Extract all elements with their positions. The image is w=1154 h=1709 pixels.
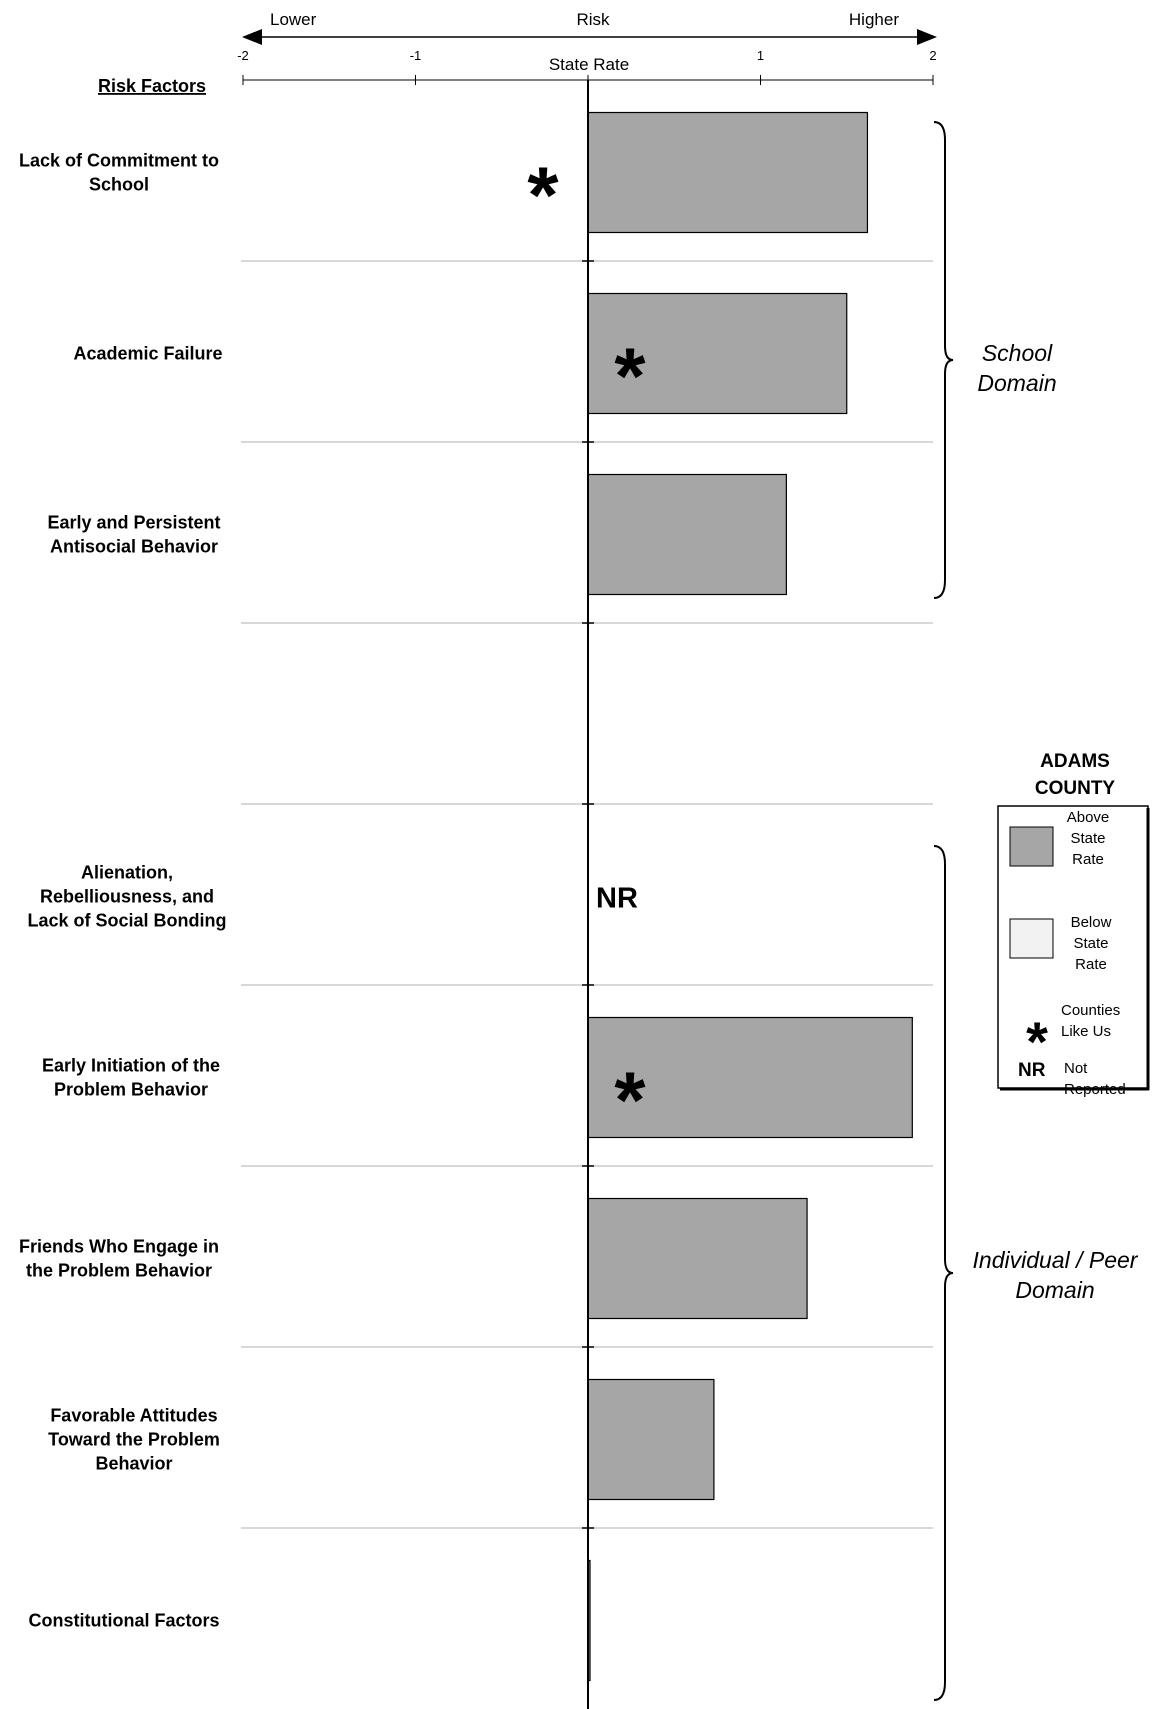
legend-title: ADAMS COUNTY <box>1035 751 1116 799</box>
tick-label: 2 <box>929 48 936 63</box>
legend-star-icon: * <box>1026 1010 1048 1073</box>
axis-label-state-rate: State Rate <box>549 55 629 74</box>
arrow-left-icon <box>242 29 262 45</box>
risk-factor-label: Academic Failure <box>73 344 222 364</box>
row-header: Risk Factors <box>98 76 206 96</box>
domain-label: School Domain <box>977 340 1056 396</box>
risk-factor-label: Constitutional Factors <box>28 1611 219 1631</box>
domain-label: Individual / Peer Domain <box>973 1247 1139 1303</box>
legend-label-counties: Counties Like Us <box>1061 1002 1120 1040</box>
tick-label: -2 <box>237 48 249 63</box>
domain-brace <box>933 845 954 1701</box>
risk-factor-label: Alienation, Rebelliousness, and Lack of So… <box>27 863 226 931</box>
axis-label-higher: Higher <box>849 10 899 29</box>
tick-label: -1 <box>410 48 422 63</box>
bar <box>587 292 848 415</box>
domain-brace <box>933 121 954 599</box>
bar <box>587 111 869 234</box>
nr-marker: NR <box>596 883 638 915</box>
tick-label: 1 <box>757 48 764 63</box>
bar <box>587 1197 808 1320</box>
legend-label-not-reported: Not Reported <box>1064 1060 1126 1098</box>
legend-label-above: Above State Rate <box>1067 809 1110 868</box>
legend-label-below: Below State Rate <box>1071 914 1112 973</box>
bar <box>587 473 787 596</box>
legend-swatch-above <box>1009 826 1054 867</box>
risk-factor-label: Friends Who Engage in the Problem Behavio… <box>19 1237 219 1281</box>
axis-label-lower: Lower <box>270 10 317 29</box>
legend-swatch-below <box>1009 918 1054 959</box>
legend-nr-symbol: NR <box>1018 1060 1046 1081</box>
risk-factor-label: Early and Persistent Antisocial Behavior <box>47 513 220 557</box>
arrow-right-icon <box>917 29 937 45</box>
bar <box>587 1378 715 1501</box>
star-icon: * <box>614 332 646 421</box>
risk-factor-label: Early Initiation of the Problem Behavior <box>42 1056 220 1100</box>
risk-factor-label: Lack of Commitment to School <box>19 151 219 195</box>
star-icon: * <box>614 1056 646 1145</box>
star-icon: * <box>527 151 559 240</box>
risk-factor-label: Favorable Attitudes Toward the Problem Beh… <box>48 1406 220 1474</box>
axis-label-risk: Risk <box>576 10 610 29</box>
